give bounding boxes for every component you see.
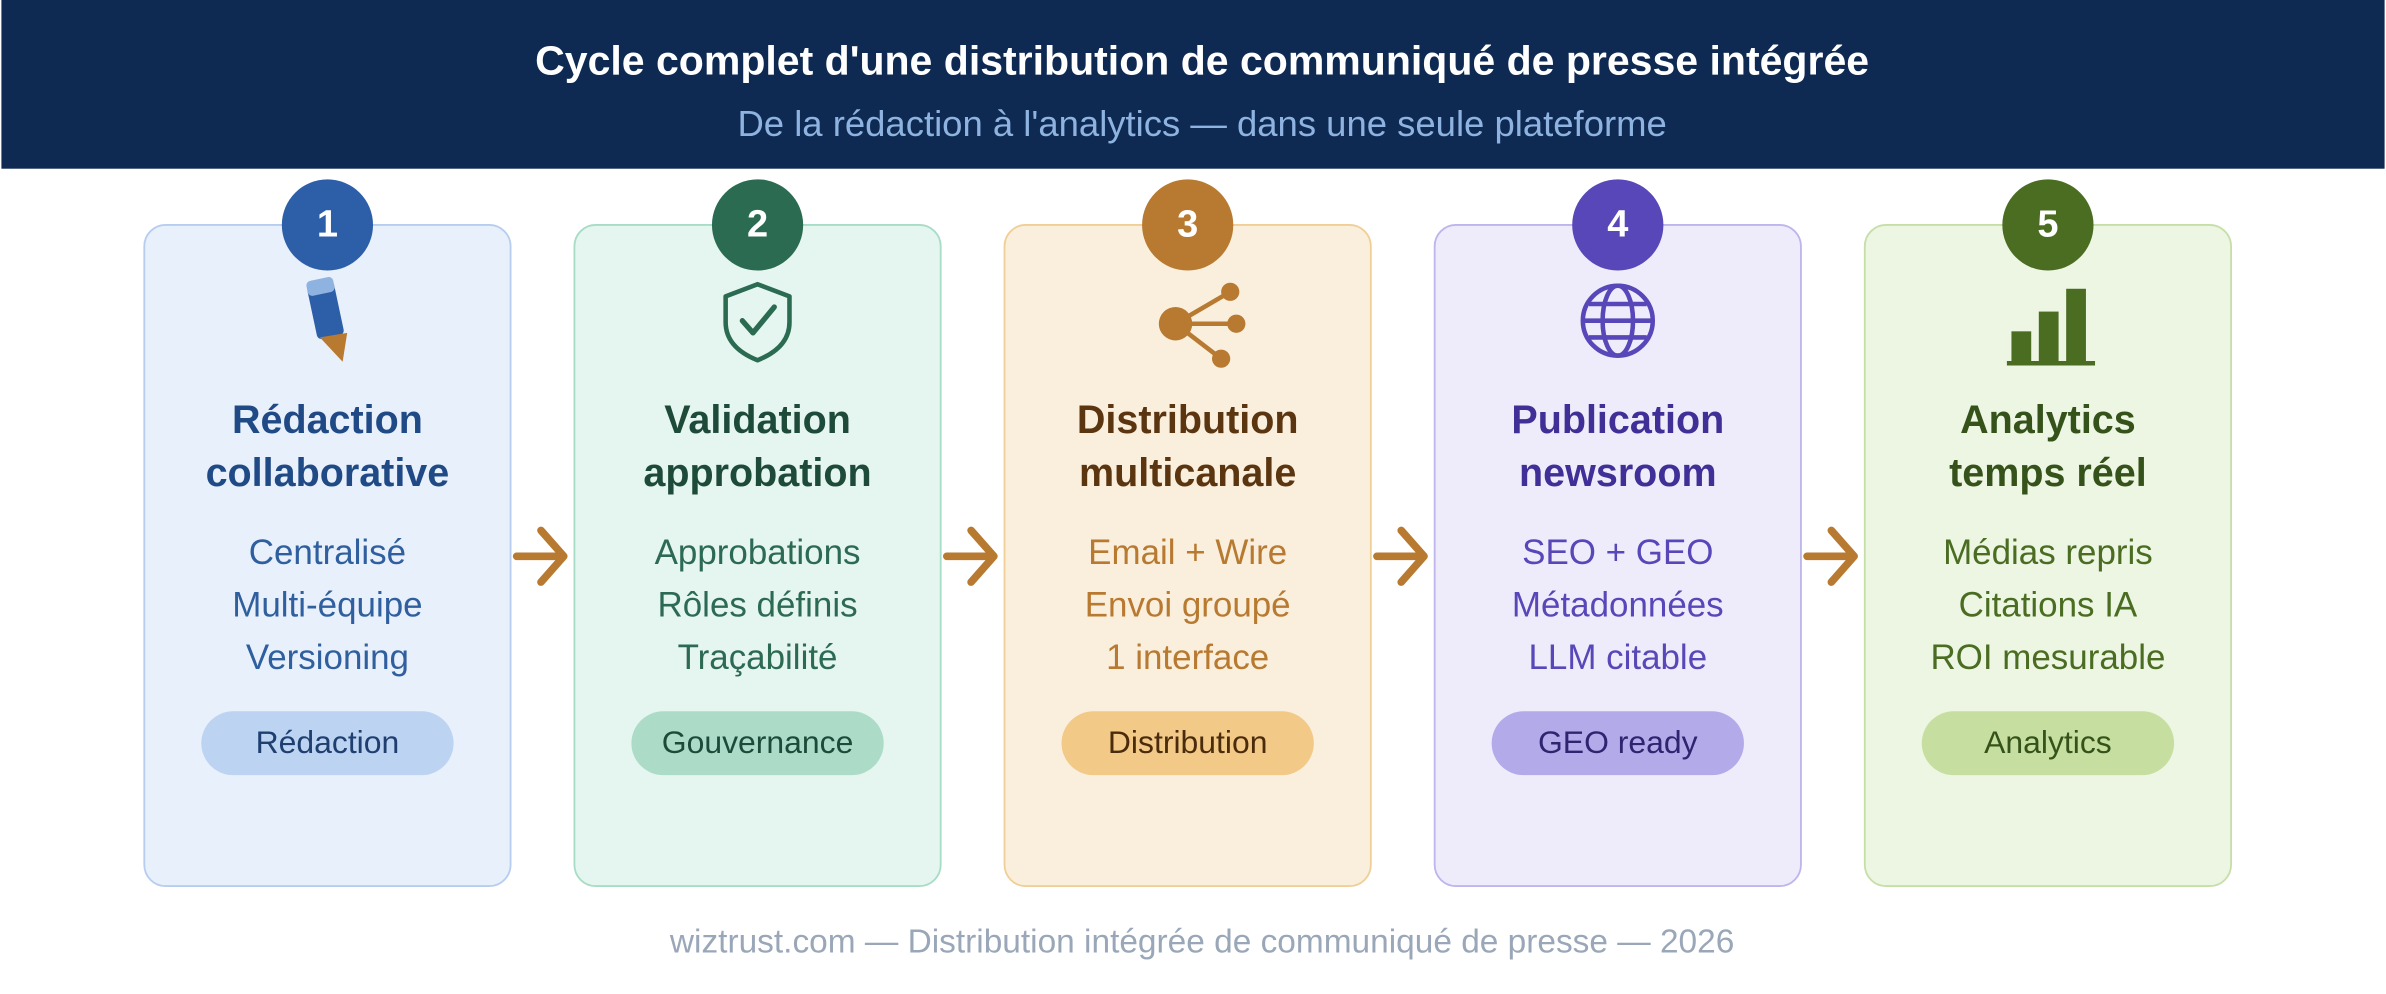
- step-number: 5: [2037, 203, 2058, 245]
- header-band: [1, 0, 2385, 169]
- step-title: Analytics: [1960, 398, 2136, 442]
- icon-pencil-tip: [319, 332, 348, 362]
- step-badge: [1572, 179, 1664, 271]
- tag-pill: [1921, 711, 2175, 776]
- step-item: Centralisé: [249, 533, 406, 572]
- icon-bar: [2066, 288, 2086, 362]
- icon-share-node: [1211, 349, 1231, 368]
- arrow: [512, 526, 568, 586]
- tag-pill: [1061, 711, 1314, 776]
- step-title: Rédaction: [232, 398, 423, 442]
- step-card: 4 Publication newsroom SEO + GEO Métadonnées…: [1433, 179, 1802, 888]
- tag-pill: [631, 711, 884, 776]
- step-item: Versioning: [246, 638, 409, 677]
- step-item: 1 interface: [1106, 638, 1269, 677]
- step-item: Traçabilité: [678, 638, 838, 677]
- step-title: Validation: [664, 398, 851, 442]
- step-number: 2: [747, 203, 768, 245]
- step-title: collaborative: [206, 451, 450, 495]
- icon-share-hub: [1158, 307, 1193, 341]
- step-item: ROI mesurable: [1930, 638, 2165, 677]
- tag-label: GEO ready: [1538, 724, 1698, 760]
- tag-label: Distribution: [1108, 724, 1268, 760]
- tag-label: Rédaction: [256, 724, 400, 760]
- step-card: 2 Validation approbation Approbations Rôles …: [573, 179, 942, 888]
- step-number: 1: [317, 203, 338, 245]
- step-item: Multi-équipe: [232, 585, 422, 624]
- step-item: Rôles définis: [658, 585, 858, 624]
- tag-pill: [201, 711, 454, 776]
- step-title: multicanale: [1079, 451, 1296, 495]
- step-item: Métadonnées: [1512, 585, 1724, 624]
- step-item: Approbations: [655, 533, 861, 572]
- step-title: temps réel: [1949, 451, 2147, 495]
- step-number: 3: [1177, 203, 1198, 245]
- icon-check: [739, 304, 777, 336]
- arrow: [1803, 526, 1858, 586]
- step-card: 3 Distribution multicanale Email + Wire Envo…: [1003, 179, 1372, 888]
- icon-share-node: [1227, 314, 1246, 333]
- step-title: approbation: [643, 451, 871, 495]
- header-title: Cycle complet d'une distribution de comm…: [535, 38, 1869, 84]
- tag-label: Analytics: [1984, 724, 2112, 760]
- step-number: 4: [1607, 203, 1628, 245]
- step-card: 5 Analytics temps réel Médias repris Citatio…: [1863, 179, 2232, 888]
- step-title: newsroom: [1519, 451, 1717, 495]
- step-item: Citations IA: [1959, 585, 2138, 624]
- step-title: Publication: [1511, 398, 1724, 442]
- icon-pencil-body: [307, 281, 344, 340]
- step-item: SEO + GEO: [1522, 533, 1713, 572]
- header-subtitle: De la rédaction à l'analytics — dans une…: [737, 103, 1666, 144]
- footer: wiztrust.com — Distribution intégrée de …: [669, 924, 1734, 961]
- step-item: Envoi groupé: [1085, 585, 1291, 624]
- step-badge: [1142, 179, 1234, 271]
- arrow: [1373, 526, 1428, 586]
- step-title: Distribution: [1077, 398, 1299, 442]
- step-item: LLM citable: [1528, 638, 1707, 677]
- step-badge: [711, 179, 804, 271]
- icon-bar: [2038, 311, 2059, 362]
- tag-pill: [1491, 711, 1744, 776]
- icon-shield: [723, 281, 792, 363]
- icon-bar: [2011, 331, 2032, 362]
- icon-share-node: [1221, 282, 1240, 301]
- step-item: Email + Wire: [1088, 533, 1287, 572]
- step-badge: [2002, 179, 2094, 271]
- step-item: Médias repris: [1943, 533, 2153, 572]
- icon-pencil-cap: [306, 277, 335, 296]
- step-badge: [281, 179, 374, 271]
- tag-label: Gouvernance: [662, 724, 854, 760]
- step-card: 1 Rédaction collaborative Centralisé Multi-é…: [143, 179, 512, 888]
- arrow: [942, 526, 998, 586]
